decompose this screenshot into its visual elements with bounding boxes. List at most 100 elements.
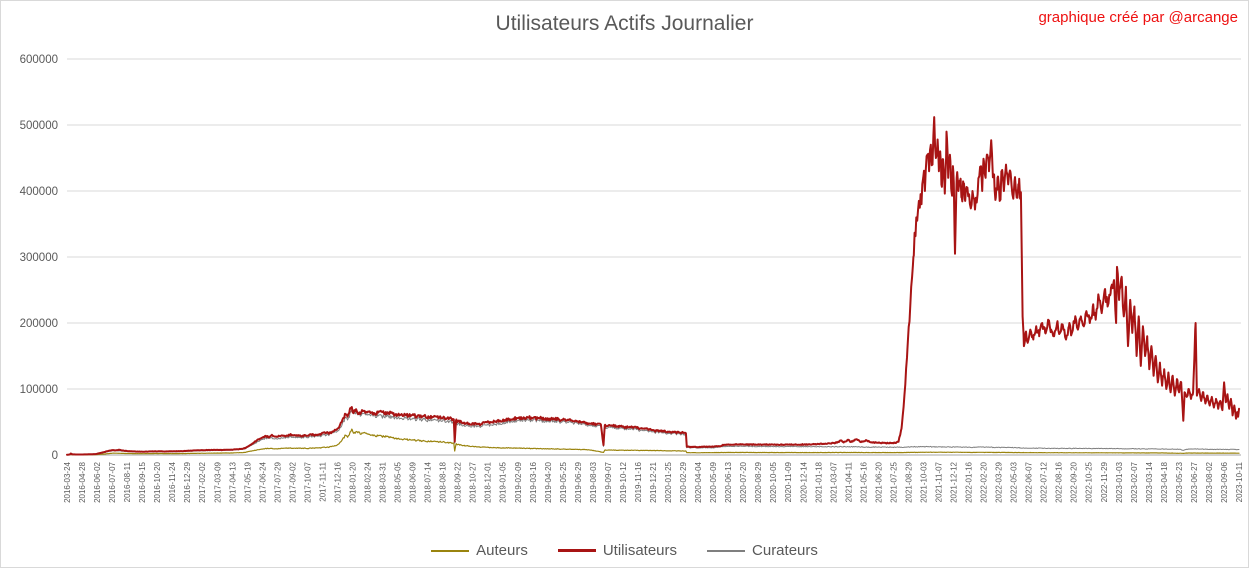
x-tick-label: 2017-04-13: [228, 461, 237, 502]
x-tick-label: 2021-10-03: [919, 461, 928, 502]
series-line-auteurs: [66, 428, 1240, 456]
x-tick-label: 2016-11-24: [168, 461, 177, 502]
watermark-credit: graphique créé par @arcange: [1038, 9, 1238, 26]
x-tick-label: 2017-11-11: [318, 461, 327, 501]
x-tick-label: 2020-06-13: [724, 461, 733, 502]
x-tick-label: 2020-07-20: [739, 461, 748, 502]
legend-item-utilisateurs: Utilisateurs: [557, 542, 678, 559]
x-tick-label: 2023-08-02: [1205, 461, 1214, 502]
legend: Auteurs Utilisateurs Curateurs: [1, 542, 1248, 559]
x-tick-label: 2017-05-19: [243, 461, 252, 502]
y-tick-label: 200000: [20, 318, 58, 330]
y-tick-label: 100000: [20, 384, 58, 396]
x-tick-label: 2022-07-12: [1040, 461, 1049, 502]
legend-label: Curateurs: [752, 542, 818, 559]
x-tick-label: 2021-07-25: [889, 461, 898, 502]
x-tick-label: 2022-08-16: [1055, 461, 1064, 502]
x-tick-label: 2018-01-20: [348, 461, 357, 502]
x-tick-label: 2016-04-28: [78, 461, 87, 502]
x-tick-label: 2018-10-27: [469, 461, 478, 502]
legend-swatch-auteurs: [431, 549, 470, 552]
x-tick-label: 2020-04-04: [694, 461, 703, 502]
x-tick-label: 2021-11-07: [934, 461, 943, 502]
x-tick-label: 2016-12-29: [183, 461, 192, 502]
gridlines: [67, 58, 1241, 456]
x-tick-label: 2023-10-11: [1235, 461, 1244, 502]
x-tick-label: 2018-07-14: [424, 461, 433, 502]
x-tick-label: 2022-05-03: [1010, 461, 1019, 502]
x-tick-label: 2021-04-11: [844, 461, 853, 502]
x-tick-label: 2020-12-14: [799, 461, 808, 502]
x-tick-label: 2018-02-24: [364, 461, 373, 502]
x-tick-label: 2019-01-05: [499, 461, 508, 502]
x-tick-label: 2021-05-16: [859, 461, 868, 502]
x-tick-label: 2019-06-29: [574, 461, 583, 502]
x-tick-label: 2021-08-29: [904, 461, 913, 502]
x-tick-label: 2019-03-16: [529, 461, 538, 502]
x-tick-label: 2019-08-03: [589, 461, 598, 502]
x-tick-label: 2019-11-16: [634, 461, 643, 502]
x-tick-label: 2020-05-09: [709, 461, 718, 502]
chart-title: Utilisateurs Actifs Journalier: [495, 12, 754, 35]
series-lines: [66, 116, 1240, 456]
x-tick-label: 2019-09-07: [604, 461, 613, 502]
x-tick-label: 2023-05-23: [1175, 461, 1184, 502]
x-tick-label: 2022-10-25: [1085, 461, 1094, 502]
y-tick-label: 300000: [20, 252, 58, 264]
x-tick-label: 2023-01-03: [1115, 461, 1124, 502]
legend-swatch-utilisateurs: [557, 549, 596, 552]
legend-item-auteurs: Auteurs: [431, 542, 528, 559]
x-tick-label: 2022-09-20: [1070, 461, 1079, 502]
legend-swatch-curateurs: [707, 549, 746, 552]
legend-item-curateurs: Curateurs: [707, 542, 818, 559]
x-tick-label: 2023-09-06: [1220, 461, 1229, 502]
x-tick-label: 2016-06-02: [93, 461, 102, 502]
x-tick-label: 2018-12-01: [484, 461, 493, 502]
x-tick-label: 2023-04-18: [1160, 461, 1169, 502]
x-tick-label: 2016-10-20: [153, 461, 162, 502]
x-tick-label: 2019-10-12: [619, 461, 628, 502]
x-tick-label: 2017-06-24: [258, 461, 267, 502]
x-tick-label: 2016-07-07: [108, 461, 117, 502]
x-tick-label: 2016-09-15: [138, 461, 147, 502]
y-tick-label: 600000: [20, 54, 58, 66]
x-tick-label: 2023-03-14: [1145, 461, 1154, 502]
x-tick-label: 2019-05-25: [559, 461, 568, 502]
y-tick-label: 0: [52, 450, 58, 462]
series-line-utilisateurs: [66, 116, 1240, 456]
legend-label: Auteurs: [476, 542, 528, 559]
x-tick-label: 2021-01-18: [814, 461, 823, 502]
x-tick-label: 2017-12-16: [333, 461, 342, 502]
x-tick-label: 2023-02-07: [1130, 461, 1139, 502]
x-tick-label: 2020-11-09: [784, 461, 793, 502]
x-tick-label: 2017-02-02: [198, 461, 207, 502]
x-tick-label: 2022-06-07: [1025, 461, 1034, 502]
x-tick-label: 2017-03-09: [213, 461, 222, 502]
series-line-curateurs: [66, 408, 1240, 456]
x-tick-label: 2021-06-20: [874, 461, 883, 502]
x-tick-label: 2016-03-24: [63, 461, 72, 502]
x-tick-label: 2019-04-20: [544, 461, 553, 502]
x-tick-label: 2018-03-31: [379, 461, 388, 502]
x-tick-label: 2018-08-18: [439, 461, 448, 502]
x-tick-label: 2022-01-16: [965, 461, 974, 502]
x-tick-label: 2018-09-22: [454, 461, 463, 502]
x-tick-label: 2017-09-02: [288, 461, 297, 502]
x-tick-label: 2020-02-29: [679, 461, 688, 502]
y-tick-label: 400000: [20, 186, 58, 198]
x-tick-label: 2018-06-09: [409, 461, 418, 502]
legend-label: Utilisateurs: [602, 542, 678, 559]
x-tick-label: 2016-08-11: [123, 461, 132, 502]
x-tick-label: 2017-10-07: [303, 461, 312, 502]
x-tick-label: 2021-12-12: [950, 461, 959, 502]
x-tick-label: 2020-08-29: [754, 461, 763, 502]
x-tick-label: 2017-07-29: [273, 461, 282, 502]
y-tick-label: 500000: [20, 120, 58, 132]
x-tick-label: 2022-03-29: [995, 461, 1004, 502]
x-tick-label: 2019-12-21: [649, 461, 658, 502]
x-tick-label: 2023-06-27: [1190, 461, 1199, 502]
x-tick-label: 2021-03-07: [829, 461, 838, 502]
x-tick-label: 2022-02-20: [980, 461, 989, 502]
